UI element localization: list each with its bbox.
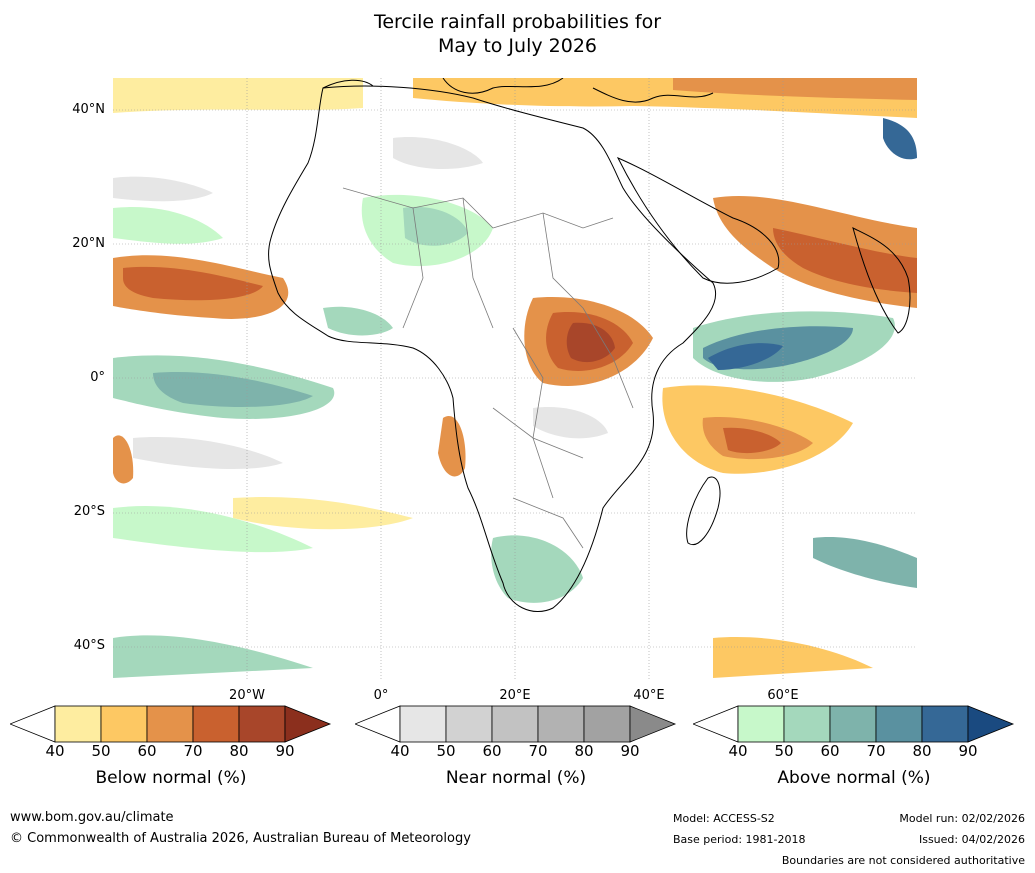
colorbar-segment [491,705,539,743]
colorbar-tick-label: 40 [45,742,65,760]
below-normal-regions [113,78,917,678]
madagascar-coastline [686,476,721,546]
colorbar-tick-label: 70 [528,742,548,760]
lon-label-20e: 20°E [499,688,531,703]
colorbar-tick-label: 50 [774,742,794,760]
colorbar-tick-label: 60 [482,742,502,760]
africa-coastline [268,85,717,613]
map-title-line2: May to July 2026 [438,35,597,57]
colorbar-segment [829,705,877,743]
colorbar-segment [737,705,785,743]
colorbar-segment [875,705,923,743]
colorbar-tick-label: 50 [436,742,456,760]
lat-label-20s: 20°S [73,504,105,519]
arabia-coastline [616,157,780,284]
lat-label-40n: 40°N [72,102,105,117]
colorbar-tick-label: 80 [912,742,932,760]
colorbar-extend-low [693,705,739,743]
colorbar-tick-label: 80 [574,742,594,760]
boundaries-disclaimer: Boundaries are not considered authoritat… [781,854,1025,867]
colorbar-segment [238,705,286,743]
colorbar-tick-label: 40 [390,742,410,760]
europe-coastline [322,78,714,103]
colorbar-tick-label: 50 [91,742,111,760]
colorbar-extend-high [629,705,677,743]
above-normal-colorbar [693,705,1015,743]
colorbar-tick-label: 70 [183,742,203,760]
lat-label-20n: 20°N [72,236,105,251]
colorbar-segment [537,705,585,743]
near-normal-label: Near normal (%) [445,768,587,788]
colorbar-tick-label: 60 [137,742,157,760]
colorbar-segment [445,705,493,743]
below-normal-label: Below normal (%) [95,768,247,788]
colorbar-extend-high [967,705,1015,743]
colorbar-segment [192,705,240,743]
colorbar-segment [100,705,148,743]
colorbar-segment [146,705,194,743]
colorbar-segment [399,705,447,743]
map-title-line1: Tercile rainfall probabilities for [373,11,662,33]
above-normal-label: Above normal (%) [777,768,931,788]
rainfall-probability-map [113,78,917,680]
base-period: Base period: 1981-2018 [673,833,806,846]
colorbar-segment [583,705,631,743]
website-link[interactable]: www.bom.gov.au/climate [10,810,174,825]
issued-date: Issued: 04/02/2026 [918,833,1025,846]
colorbar-tick-label: 60 [820,742,840,760]
near-normal-regions [113,137,608,470]
colorbar-segment [783,705,831,743]
lon-label-40e: 40°E [633,688,665,703]
colorbar-tick-label: 40 [728,742,748,760]
lat-label-eq: 0° [90,370,105,385]
above-normal-regions [113,118,917,678]
colorbar-extend-low [355,705,401,743]
colorbar-extend-low [10,705,56,743]
colorbar-segment [54,705,102,743]
lon-label-60e: 60°E [767,688,799,703]
lon-label-20w: 20°W [229,688,265,703]
near-normal-colorbar [355,705,677,743]
copyright-text: © Commonwealth of Australia 2026, Austra… [10,831,471,846]
model-name: Model: ACCESS-S2 [673,812,775,825]
country-borders [342,187,634,549]
colorbar-tick-label: 70 [866,742,886,760]
colorbar-tick-label: 90 [958,742,978,760]
india-coastline [852,227,911,334]
colorbar-tick-label: 90 [620,742,640,760]
colorbar-segment [921,705,969,743]
lon-label-0: 0° [373,688,389,703]
colorbar-tick-label: 90 [275,742,295,760]
colorbar-extend-high [284,705,332,743]
colorbar-tick-label: 80 [229,742,249,760]
lat-label-40s: 40°S [73,638,105,653]
model-run-date: Model run: 02/02/2026 [899,812,1025,825]
below-normal-colorbar [10,705,332,743]
